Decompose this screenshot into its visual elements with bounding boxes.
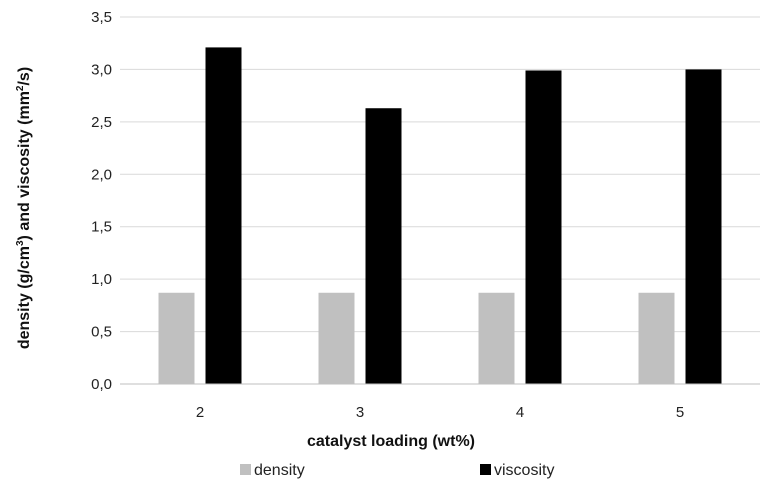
bar-viscosity-2 bbox=[205, 47, 242, 385]
y-tick-label: 1,0 bbox=[91, 271, 112, 288]
y-tick-label: 0,0 bbox=[91, 376, 112, 393]
legend-label-viscosity: viscosity bbox=[494, 462, 554, 479]
y-tick-label: 3,5 bbox=[91, 9, 112, 26]
legend: density viscosity bbox=[240, 462, 554, 479]
legend-swatch-viscosity bbox=[480, 464, 491, 475]
y-tick-label: 3,0 bbox=[91, 61, 112, 78]
x-tick-label: 2 bbox=[196, 404, 204, 421]
legend-swatch-density bbox=[240, 464, 251, 475]
x-axis-title: catalyst loading (wt%) bbox=[307, 433, 475, 450]
legend-label-density: density bbox=[254, 462, 305, 479]
bar-density-4 bbox=[478, 292, 515, 384]
x-tick-label: 4 bbox=[516, 404, 524, 421]
bar-density-2 bbox=[158, 292, 195, 384]
y-tick-label: 2,0 bbox=[91, 166, 112, 183]
bar-density-3 bbox=[318, 292, 355, 384]
y-tick-label: 0,5 bbox=[91, 324, 112, 341]
x-tick-labels: 2 3 4 5 bbox=[196, 404, 684, 421]
y-axis-title: density (g/cm3) and viscosity (mm2/s) bbox=[15, 67, 33, 349]
x-tick-label: 5 bbox=[676, 404, 684, 421]
y-tick-label: 2,5 bbox=[91, 114, 112, 131]
bar-viscosity-3 bbox=[365, 108, 402, 385]
x-tick-label: 3 bbox=[356, 404, 364, 421]
bar-density-5 bbox=[638, 292, 675, 384]
bar-viscosity-4 bbox=[525, 70, 562, 384]
bars bbox=[158, 47, 722, 385]
y-tick-labels: 0,0 0,5 1,0 1,5 2,0 2,5 3,0 3,5 bbox=[91, 9, 112, 393]
y-tick-label: 1,5 bbox=[91, 219, 112, 236]
bar-viscosity-5 bbox=[685, 69, 722, 384]
